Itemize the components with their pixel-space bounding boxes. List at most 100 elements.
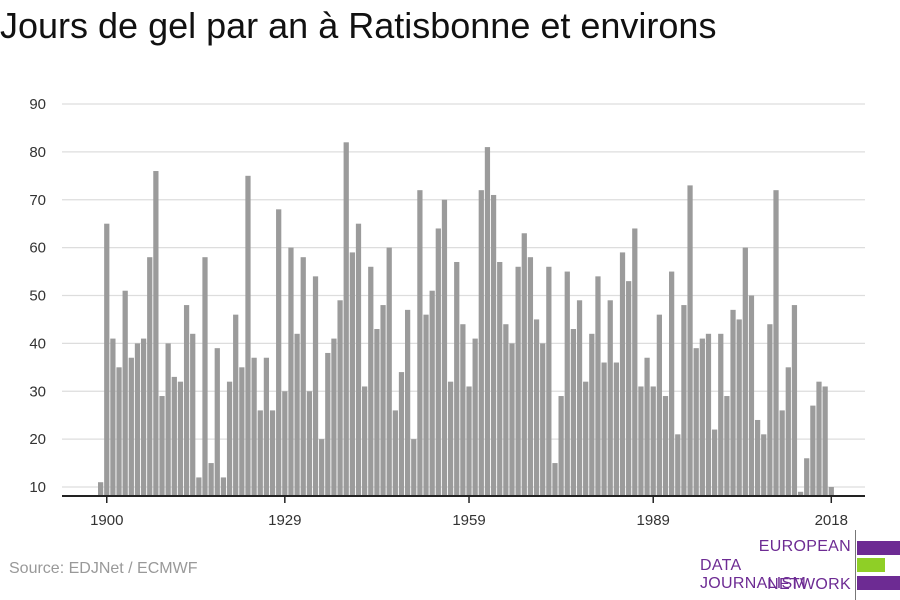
bar-1952 — [423, 314, 429, 496]
y-tick-label: 10 — [29, 479, 46, 496]
bar-1959 — [466, 386, 472, 496]
y-tick-label: 90 — [29, 96, 46, 113]
bar-2006 — [754, 419, 761, 496]
bar-1931 — [294, 333, 300, 496]
bar-1919 — [220, 477, 227, 496]
bar-2012 — [791, 305, 798, 496]
bar-1968 — [521, 233, 527, 496]
bar-1929 — [282, 391, 288, 496]
bar-2008 — [767, 324, 773, 496]
bar-1901 — [110, 338, 116, 496]
bar-1979 — [589, 333, 595, 496]
bar-1942 — [362, 386, 368, 496]
bar-1918 — [214, 348, 220, 496]
bar-1995 — [687, 185, 693, 496]
bar-2010 — [779, 410, 785, 496]
bar-1915 — [196, 477, 202, 496]
bar-1921 — [233, 314, 239, 496]
bar-1974 — [558, 396, 564, 496]
bar-1948 — [398, 372, 405, 496]
bar-1978 — [583, 381, 589, 496]
bar-2016 — [816, 381, 822, 496]
bar-2000 — [718, 333, 724, 496]
bar-1991 — [662, 396, 669, 496]
bar-1909 — [159, 396, 165, 496]
bar-2013 — [797, 491, 804, 496]
logo-green-bar — [857, 558, 885, 572]
bar-1973 — [552, 463, 558, 496]
logo-divider — [855, 530, 856, 600]
bar-1938 — [337, 300, 343, 496]
bar-1920 — [226, 381, 233, 496]
bar-2001 — [724, 396, 730, 496]
bar-1934 — [312, 276, 319, 496]
bar-2002 — [730, 309, 736, 496]
y-tick-label: 80 — [29, 144, 46, 161]
x-tick-label: 1959 — [452, 512, 485, 529]
logo-text-line3: NETWORK — [767, 576, 851, 593]
bar-1902 — [116, 367, 122, 496]
bar-1985 — [626, 281, 632, 496]
bar-1958 — [460, 324, 466, 496]
bar-1927 — [269, 410, 276, 496]
bar-1997 — [699, 338, 705, 496]
bar-2009 — [773, 190, 779, 497]
bar-2004 — [742, 247, 748, 496]
y-tick-label: 30 — [29, 383, 46, 400]
bar-2015 — [810, 405, 816, 496]
bar-1905 — [134, 343, 141, 496]
bar-1989 — [650, 386, 656, 496]
bar-1914 — [190, 333, 196, 496]
bar-1900 — [104, 223, 110, 496]
bar-1906 — [140, 338, 147, 496]
bar-1912 — [177, 381, 184, 496]
chart-title: Jours de gel par an à Ratisbonne et envi… — [0, 5, 717, 46]
bar-1988 — [644, 357, 650, 496]
bar-1970 — [533, 319, 540, 496]
bar-1911 — [171, 376, 177, 496]
bar-1943 — [368, 266, 374, 496]
bar-2017 — [822, 386, 828, 496]
bar-1955 — [441, 199, 448, 496]
bar-1971 — [540, 343, 546, 496]
bar-1972 — [546, 266, 552, 496]
bar-1951 — [417, 190, 423, 497]
bar-1962 — [484, 147, 491, 496]
bar-1923 — [245, 175, 251, 496]
bar-1990 — [656, 314, 662, 496]
bar-1939 — [343, 142, 349, 497]
bar-1928 — [276, 209, 282, 496]
bar-1908 — [153, 171, 159, 496]
y-tick-label: 70 — [29, 192, 46, 209]
bar-1913 — [183, 305, 190, 496]
bar-1961 — [478, 190, 484, 497]
bar-1963 — [490, 194, 497, 496]
bar-1987 — [638, 386, 644, 496]
source-note: Source: EDJNet / ECMWF — [9, 560, 198, 577]
edjnet-logo: EUROPEAN DATA JOURNALISM NETWORK — [700, 530, 900, 600]
bar-1910 — [165, 343, 171, 496]
bar-1956 — [447, 381, 454, 496]
bar-1980 — [595, 276, 601, 496]
logo-purple-bar-bottom — [857, 576, 900, 590]
x-tick-label: 2018 — [815, 512, 848, 529]
bar-1960 — [472, 338, 478, 496]
bar-1998 — [705, 333, 712, 496]
bar-1949 — [405, 309, 411, 496]
bar-1981 — [601, 362, 607, 496]
logo-purple-bar-top — [857, 541, 900, 555]
bar-1999 — [712, 429, 718, 496]
bar-1954 — [435, 228, 441, 496]
bar-1953 — [429, 290, 435, 496]
bar-2014 — [804, 458, 810, 496]
bar-1940 — [349, 252, 355, 496]
bar-1969 — [527, 257, 534, 496]
bar-1976 — [570, 329, 577, 496]
bar-1941 — [355, 223, 362, 496]
y-tick-label: 60 — [29, 240, 46, 257]
bar-1957 — [454, 261, 460, 496]
logo-text-line1: EUROPEAN — [758, 538, 851, 555]
bar-1967 — [515, 266, 521, 496]
x-axis — [62, 495, 865, 503]
y-tick-label: 50 — [29, 288, 46, 305]
